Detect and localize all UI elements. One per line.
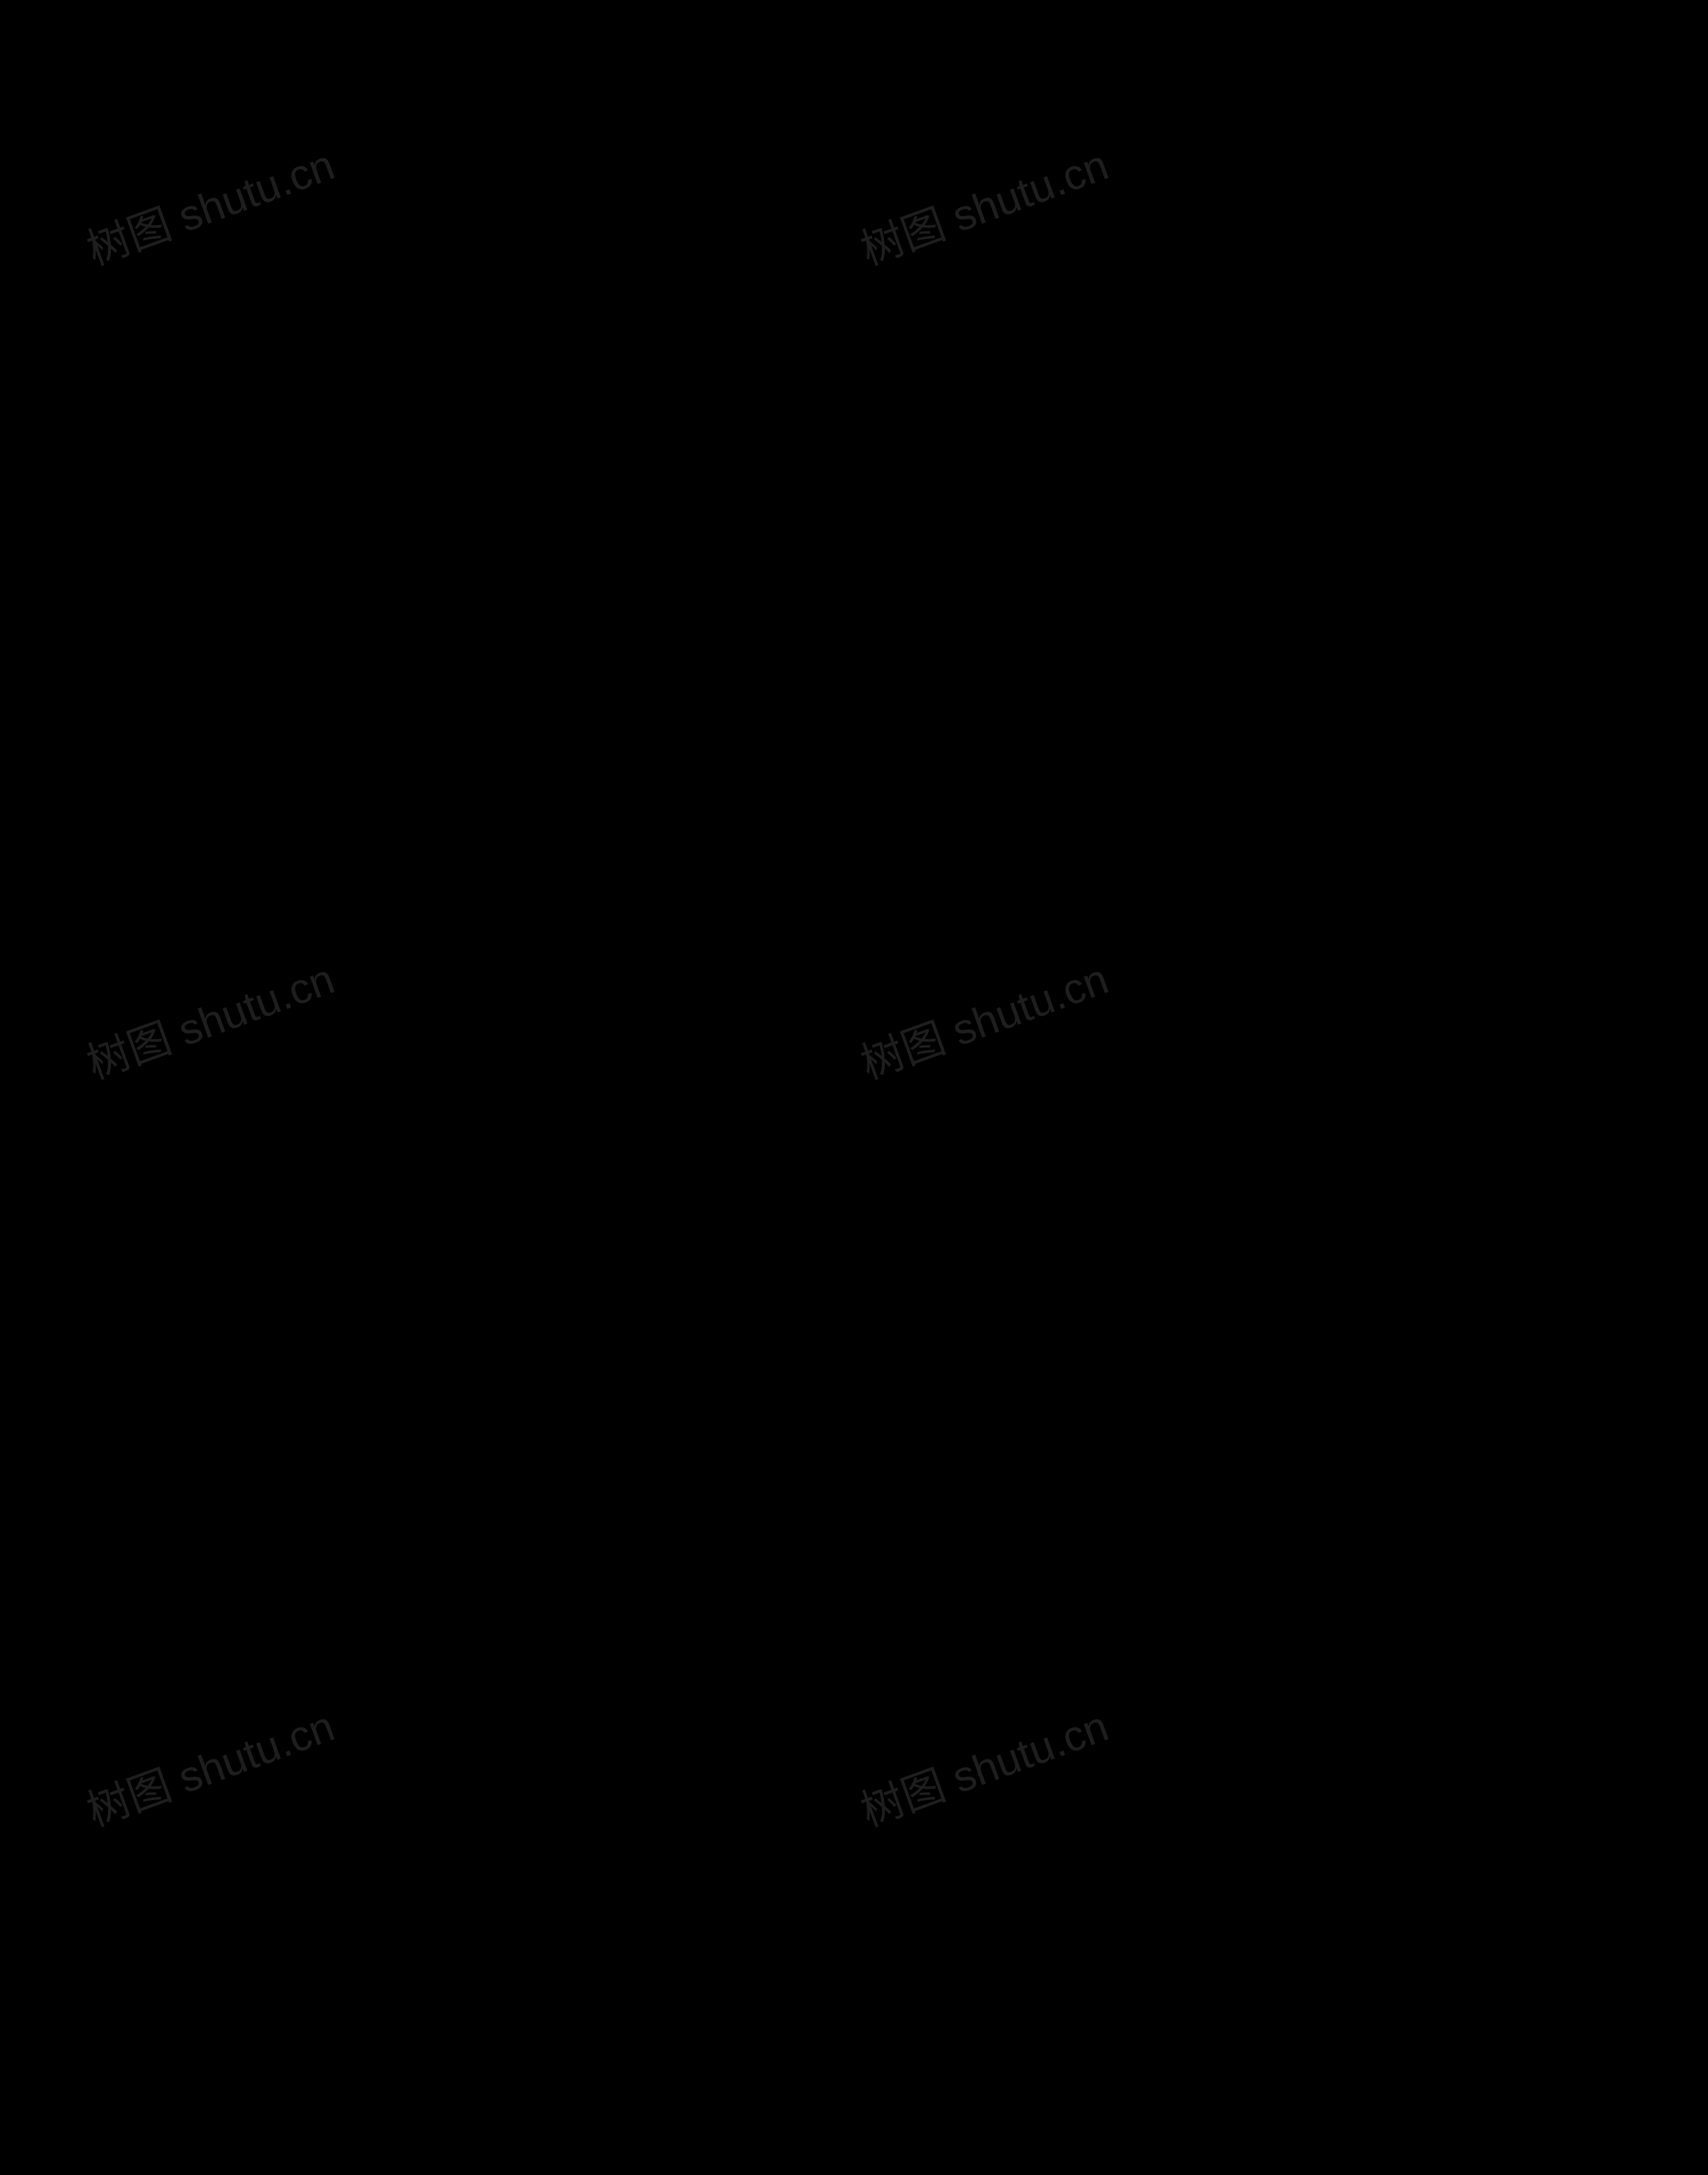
watermark: 树图 shutu.cn bbox=[77, 945, 342, 1091]
watermark: 树图 shutu.cn bbox=[851, 131, 1116, 277]
watermark: 树图 shutu.cn bbox=[851, 945, 1116, 1091]
watermark: 树图 shutu.cn bbox=[851, 1692, 1116, 1838]
watermark: 树图 shutu.cn bbox=[77, 131, 342, 277]
watermark: 树图 shutu.cn bbox=[77, 1692, 342, 1838]
